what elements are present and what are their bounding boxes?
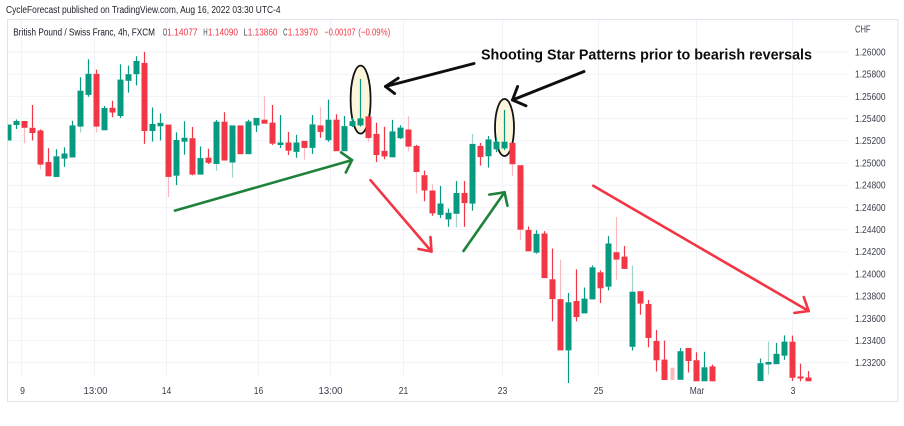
svg-text:9: 9 xyxy=(20,386,25,397)
svg-text:1.24000: 1.24000 xyxy=(855,269,886,280)
svg-text:1.25200: 1.25200 xyxy=(855,136,886,147)
svg-text:CHF: CHF xyxy=(855,25,871,36)
svg-text:1.25800: 1.25800 xyxy=(855,70,886,81)
svg-text:Mar: Mar xyxy=(690,386,705,397)
svg-text:1.14077: 1.14077 xyxy=(167,27,198,38)
svg-text:1.25000: 1.25000 xyxy=(855,158,886,169)
svg-text:1.23200: 1.23200 xyxy=(855,358,886,369)
svg-text:1.24800: 1.24800 xyxy=(855,181,886,192)
svg-text:CycleForecast published on Tra: CycleForecast published on TradingView.c… xyxy=(6,5,281,16)
svg-text:1.23600: 1.23600 xyxy=(855,314,886,325)
svg-text:H: H xyxy=(203,27,207,38)
svg-text:21: 21 xyxy=(399,386,409,397)
svg-text:23: 23 xyxy=(498,386,508,397)
svg-text:1.14090: 1.14090 xyxy=(208,27,238,38)
svg-text:1.26000: 1.26000 xyxy=(855,47,886,58)
svg-text:British Pound / Swiss Franc, 4: British Pound / Swiss Franc, 4h, FXCM xyxy=(13,27,155,38)
svg-text:1.25400: 1.25400 xyxy=(855,114,886,125)
svg-text:1.13970: 1.13970 xyxy=(288,27,318,38)
svg-text:(−0.09%): (−0.09%) xyxy=(358,27,390,38)
svg-text:3: 3 xyxy=(791,386,796,397)
svg-text:1.23400: 1.23400 xyxy=(855,336,886,347)
svg-text:1.24600: 1.24600 xyxy=(855,203,886,214)
svg-text:1.24200: 1.24200 xyxy=(855,247,886,258)
svg-text:O: O xyxy=(163,27,168,38)
svg-text:16: 16 xyxy=(254,386,264,397)
svg-text:L: L xyxy=(244,27,248,38)
svg-text:1.13860: 1.13860 xyxy=(248,27,278,38)
svg-text:1.25600: 1.25600 xyxy=(855,92,886,103)
svg-text:13:00: 13:00 xyxy=(319,386,343,397)
svg-text:14: 14 xyxy=(162,386,172,397)
svg-text:Shooting Star Patterns prior t: Shooting Star Patterns prior to bearish … xyxy=(481,47,812,64)
svg-text:1.23800: 1.23800 xyxy=(855,292,886,303)
svg-text:C: C xyxy=(283,27,287,38)
svg-text:1.24400: 1.24400 xyxy=(855,225,886,236)
svg-text:−0.00107: −0.00107 xyxy=(325,27,356,38)
svg-text:13:00: 13:00 xyxy=(84,386,108,397)
svg-text:25: 25 xyxy=(594,386,604,397)
